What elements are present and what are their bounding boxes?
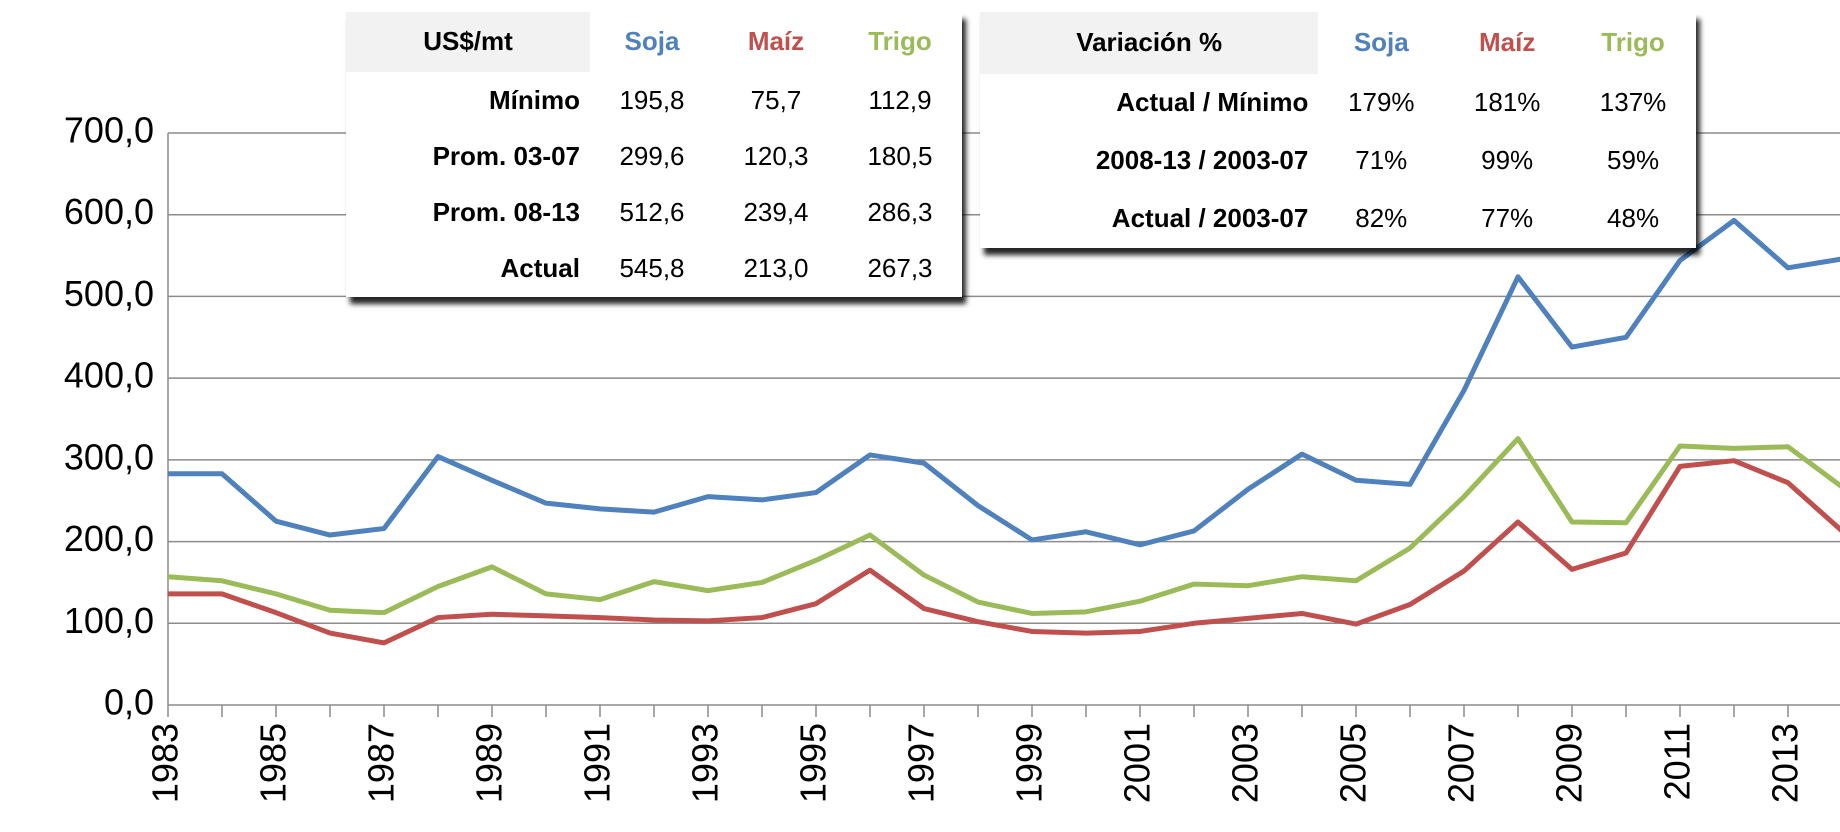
series-line [168,217,1840,548]
table-cell: 48% [1607,203,1660,234]
table-cell: 512,6 [619,197,685,228]
x-tick-label: 2009 [1549,723,1590,803]
y-tick-label: 100,0 [64,600,154,641]
header-row: US$/mt Soja Maíz Trigo [346,12,962,72]
table-cell: 71% [1355,145,1408,176]
header-cell: US$/mt [346,12,590,72]
header-cell: Trigo [868,26,932,57]
header-cell: Maíz [1479,27,1536,58]
header-cell: Maíz [747,26,805,57]
table-cell: 267,3 [867,253,933,284]
table-row: Mínimo 195,8 75,7 112,9 [346,72,962,128]
table-cell: Prom. 08-13 [432,197,580,228]
table-cell: 112,9 [868,84,932,115]
x-tick-label: 1989 [469,723,510,803]
variation-table: Variación % Soja Maíz Trigo Actual / Mínimo 1… [980,12,1696,248]
table-cell: 239,4 [743,197,809,228]
table-row: Actual / 2003-07 82% 77% 48% [980,190,1696,248]
y-tick-label: 500,0 [64,273,154,314]
table-cell: 179% [1348,87,1415,118]
x-tick-label: 1995 [793,723,834,803]
y-tick-label: 600,0 [64,191,154,232]
series-line [167,436,1840,616]
table-cell: 137% [1599,87,1667,118]
y-tick-label: 300,0 [64,436,154,477]
y-tick-label: 0,0 [104,682,154,723]
table-cell: 75,7 [750,84,802,115]
header-cell: Soja [1353,27,1409,58]
table-cell: 120,3 [743,140,809,171]
table-cell: 59% [1607,145,1660,176]
table-cell: 195,8 [619,84,685,115]
table-cell: 286,3 [867,197,933,228]
x-tick-label: 1997 [901,723,942,803]
table-cell: 82% [1355,203,1408,234]
table-cell: 99% [1481,145,1534,176]
table-row: Actual / Mínimo 179% 181% 137% [980,74,1696,132]
table-cell: 545,8 [619,253,685,284]
x-tick-label: 2005 [1333,723,1374,803]
y-tick-label: 200,0 [64,518,154,559]
header-cell: Variación % [980,12,1319,74]
header-row: Variación % Soja Maíz Trigo [980,12,1696,74]
x-tick-label: 2001 [1117,723,1158,803]
table-cell: 181% [1473,87,1541,118]
x-tick-label: 2003 [1225,723,1266,803]
x-tick-label: 1993 [685,723,726,803]
table-cell: Actual / 2003-07 [1111,203,1309,234]
table-cell: Prom. 03-07 [432,140,580,171]
table-row: Prom. 03-07 299,6 120,3 180,5 [346,128,962,184]
table-row: Actual 545,8 213,0 267,3 [346,241,962,297]
x-tick-label: 1983 [145,723,186,803]
table-cell: 299,6 [619,140,685,171]
series-line [168,458,1840,646]
table-row: Prom. 08-13 512,6 239,4 286,3 [346,184,962,240]
y-tick-label: 400,0 [64,355,154,396]
x-tick-label: 2011 [1657,723,1698,800]
table-cell: Mínimo [488,84,580,115]
table-cell: 213,0 [743,253,809,284]
table-cell: 180,5 [867,140,933,171]
table-cell: 77% [1481,203,1534,234]
table-cell: 2008-13 / 2003-07 [1095,145,1309,176]
x-tick-label: 1987 [361,723,402,803]
table-cell: Actual / Mínimo [1116,87,1309,118]
header-cell: Soja [624,26,680,57]
table-row: 2008-13 / 2003-07 71% 99% 59% [980,132,1696,190]
x-tick-label: 2013 [1765,723,1806,803]
x-tick-label: 1991 [577,723,618,803]
y-tick-label: 700,0 [64,110,154,151]
x-tick-label: 1999 [1009,723,1050,803]
table-cell: Actual [500,253,580,284]
header-cell: Trigo [1601,27,1665,58]
price-table: US$/mt Soja Maíz Trigo Mínimo 195,8 75,7 112,9 P… [346,12,962,297]
x-tick-label: 2007 [1441,723,1482,803]
x-tick-label: 1985 [253,723,294,803]
